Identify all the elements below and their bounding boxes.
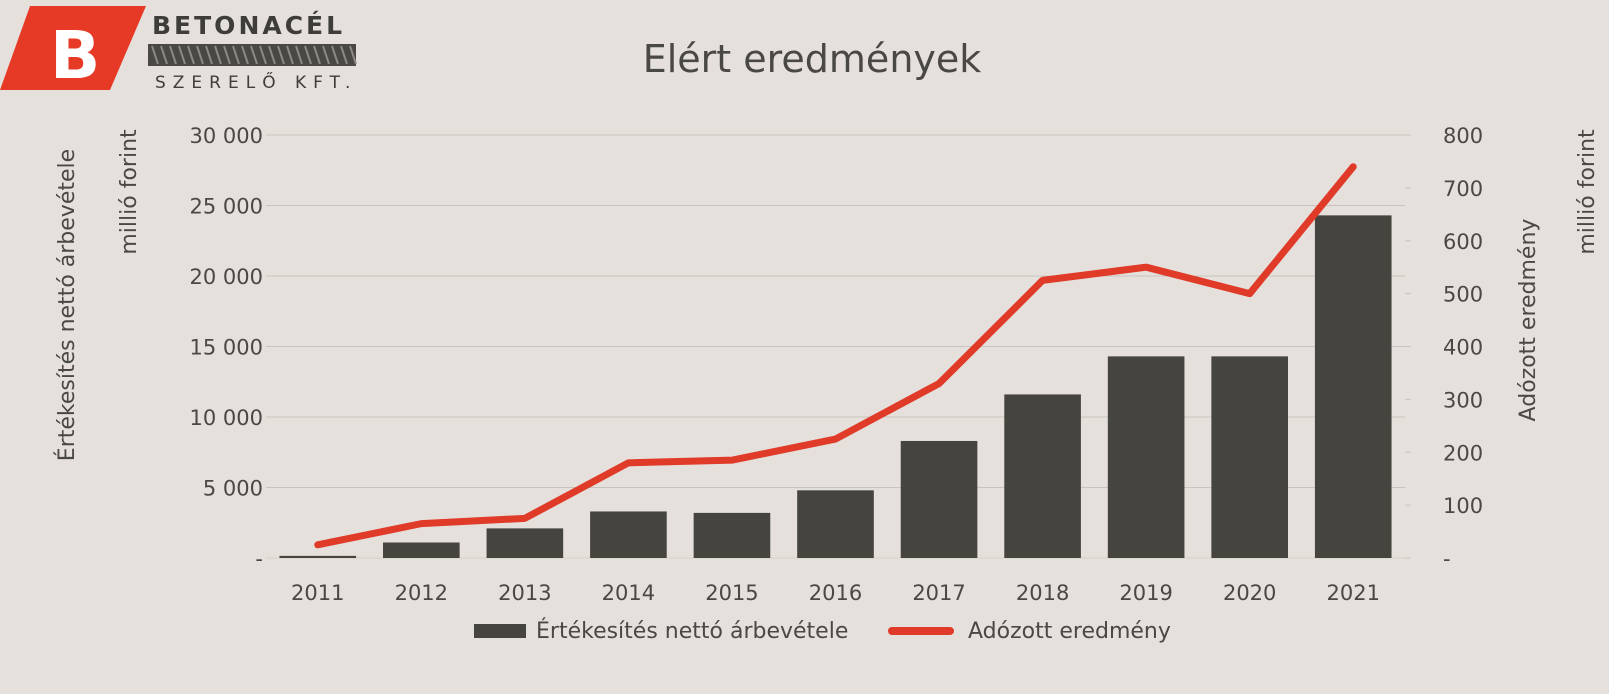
y-left-tick-label: 15 000 — [190, 336, 263, 360]
logo-rebar-ridge — [214, 45, 222, 65]
logo-rebar-ridge — [322, 45, 330, 65]
logo-rebar-ridge — [178, 45, 186, 65]
revenue-bars — [279, 215, 1392, 558]
logo-subtitle: SZERELŐ KFT. — [155, 71, 357, 93]
x-tick-label: 2014 — [602, 581, 655, 605]
y-right-tick-label: 200 — [1443, 441, 1483, 465]
y-right-axis-title: Adózott eredmény — [1516, 219, 1541, 422]
y-left-tick-label: 20 000 — [190, 265, 263, 289]
logo-emblem — [0, 6, 146, 90]
x-tick-label: 2011 — [291, 581, 344, 605]
logo-brand-name: BETONACÉL — [152, 11, 345, 40]
y-right-tick-label: 500 — [1443, 283, 1483, 307]
logo-rebar-stripe — [148, 44, 356, 66]
logo-rebar-ridge — [196, 45, 204, 65]
y-left-tick-label: 10 000 — [190, 406, 263, 430]
y-left-tick-labels: - 5 000 10 000 15 000 20 000 25 000 30 000 — [190, 124, 263, 571]
logo-rebar-ridge — [340, 45, 348, 65]
x-tick-label: 2017 — [912, 581, 965, 605]
x-tick-label: 2016 — [809, 581, 862, 605]
y-right-tick-labels: - 100 200 300 400 500 600 700 800 — [1443, 124, 1483, 571]
revenue-bar — [590, 511, 667, 558]
logo-rebar-ridge — [187, 45, 195, 65]
logo-rebar-ridge — [232, 45, 240, 65]
y-left-tick-label: 25 000 — [190, 195, 263, 219]
revenue-bar — [279, 555, 357, 558]
revenue-bar — [1107, 356, 1185, 558]
chart-title: Elért eredmények — [643, 37, 982, 81]
revenue-bar — [797, 490, 874, 558]
logo-rebar-ridge — [268, 45, 276, 65]
logo-rebar-ridge — [259, 45, 267, 65]
logo-letter: B — [50, 17, 100, 94]
logo-rebar-ridge — [151, 45, 159, 65]
logo-rebar-ridge — [349, 45, 357, 65]
logo-rebar-ridge — [241, 45, 249, 65]
logo-rebar-ridge — [205, 45, 213, 65]
logo-rebar-ridge — [223, 45, 231, 65]
legend-bar-label: Értékesítés nettó árbevétele — [536, 618, 848, 644]
company-logo: B BETONACÉL SZERELŐ KFT. — [0, 6, 357, 94]
logo-rebar-ridges — [151, 45, 357, 65]
revenue-bar — [1314, 215, 1392, 558]
y-left-tick-label: 30 000 — [190, 124, 263, 148]
logo-rebar-ridge — [295, 45, 303, 65]
logo-rebar-ridge — [277, 45, 285, 65]
x-tick-label: 2018 — [1016, 581, 1069, 605]
y-left-tick-label: 5 000 — [203, 477, 263, 501]
y-left-tick-label: - — [255, 547, 263, 571]
revenue-bar — [383, 542, 460, 558]
legend: Értékesítés nettó árbevétele Adózott ere… — [474, 618, 1171, 644]
y-right-tick-label: 600 — [1443, 230, 1483, 254]
logo-rebar-ridge — [250, 45, 258, 65]
y-right-axis-unit: millió forint — [1575, 129, 1600, 255]
legend-line-label: Adózott eredmény — [968, 619, 1171, 644]
x-tick-label: 2015 — [705, 581, 758, 605]
logo-rebar-ridge — [169, 45, 177, 65]
x-tick-label: 2020 — [1223, 581, 1276, 605]
y-right-tick-label: - — [1443, 547, 1451, 571]
logo-rebar-ridge — [160, 45, 168, 65]
y-right-tick-label: 300 — [1443, 388, 1483, 412]
y-left-axis-unit: millió forint — [117, 129, 142, 255]
x-tick-label: 2021 — [1327, 581, 1380, 605]
x-tick-label: 2013 — [498, 581, 551, 605]
revenue-bar — [1211, 356, 1288, 558]
y-right-tick-label: 800 — [1443, 124, 1483, 148]
profit-line — [314, 163, 1357, 549]
logo-rebar-ridge — [304, 45, 312, 65]
y-right-tick-label: 700 — [1443, 177, 1483, 201]
logo-rebar-ridge — [286, 45, 294, 65]
revenue-bar — [900, 440, 978, 558]
legend-bar-swatch — [474, 624, 526, 638]
logo-rebar-ridge — [313, 45, 321, 65]
x-tick-labels: 2011 2012 2013 2014 2015 2016 2017 2018 2019 2020… — [291, 581, 1380, 605]
profit-line-path — [314, 163, 1357, 549]
revenue-bar — [693, 512, 771, 558]
revenue-bar — [1004, 394, 1081, 558]
revenue-bar — [486, 528, 564, 558]
logo-rebar-ridge — [331, 45, 339, 65]
x-tick-label: 2019 — [1119, 581, 1172, 605]
y-right-tick-label: 400 — [1443, 336, 1483, 360]
x-tick-label: 2012 — [395, 581, 448, 605]
y-left-axis-title: Értékesítés nettó árbevétele — [54, 149, 80, 461]
y-right-tick-label: 100 — [1443, 494, 1483, 518]
